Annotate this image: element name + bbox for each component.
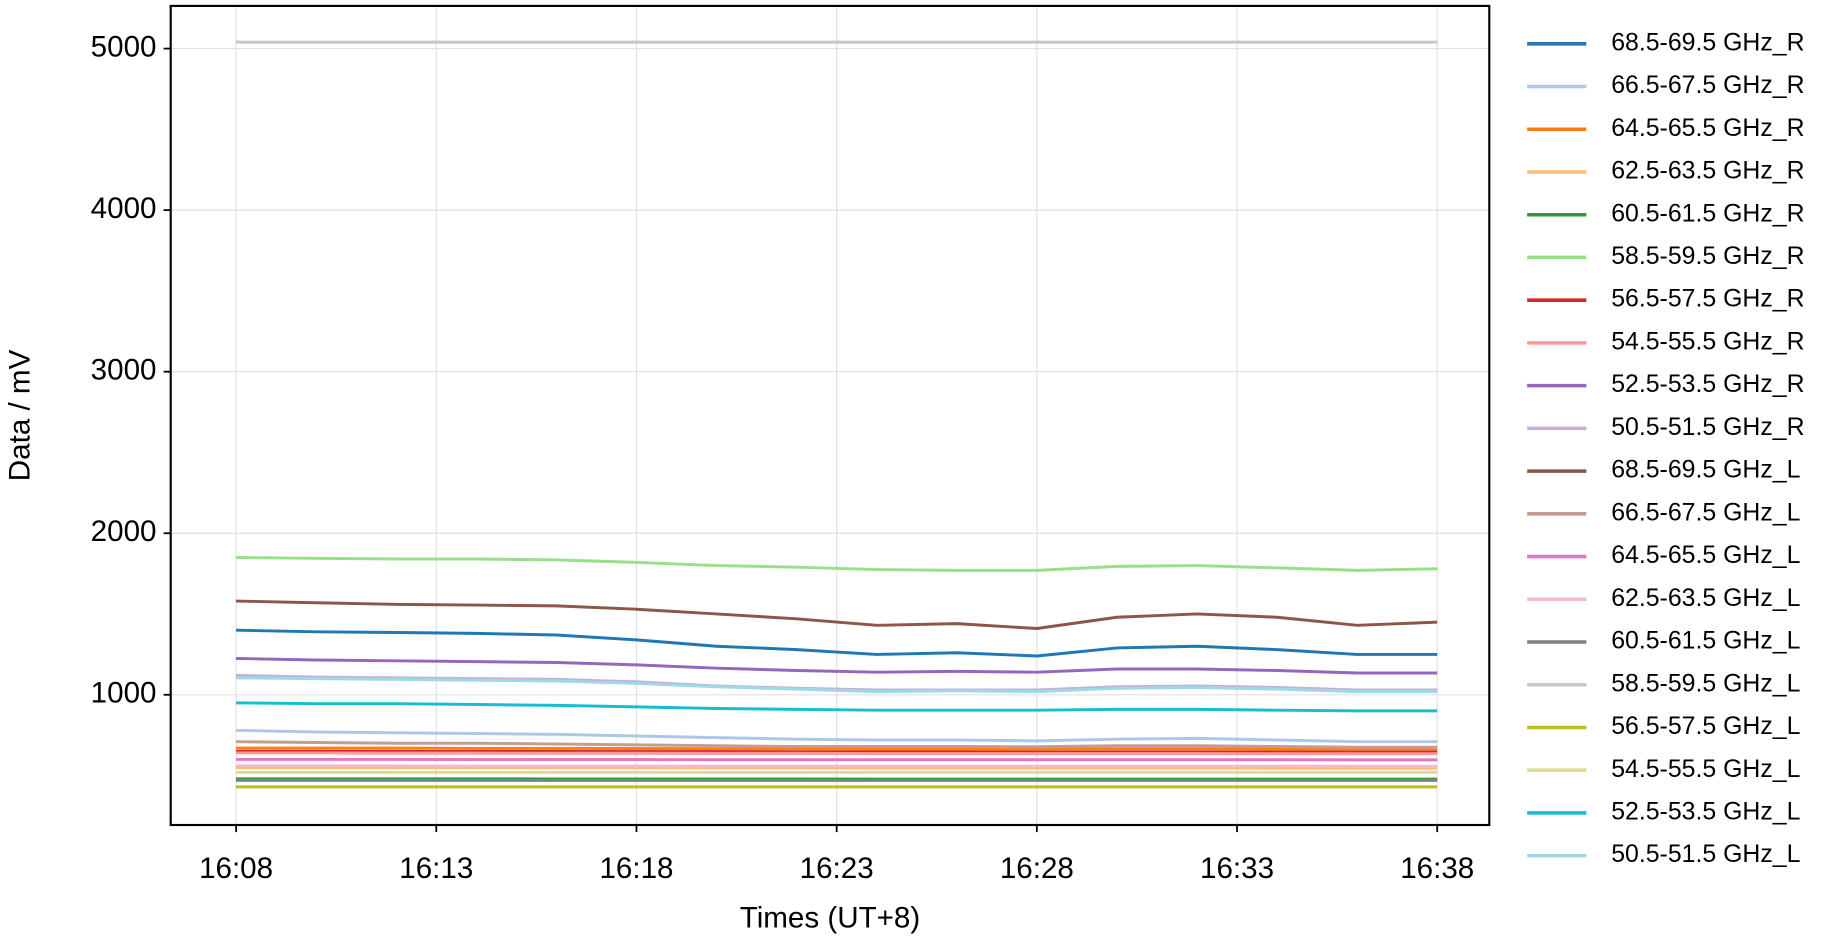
legend-label: 66.5-67.5 GHz_R: [1611, 72, 1804, 99]
legend-label: 64.5-65.5 GHz_L: [1611, 542, 1800, 569]
legend-label: 62.5-63.5 GHz_R: [1611, 158, 1804, 185]
legend-label: 50.5-51.5 GHz_L: [1611, 841, 1800, 868]
legend-label: 56.5-57.5 GHz_R: [1611, 286, 1804, 313]
series-line: [236, 656, 1438, 675]
legend-label: 66.5-67.5 GHz_L: [1611, 499, 1800, 526]
y-tick-label: 4000: [91, 192, 157, 225]
legend-label: 54.5-55.5 GHz_L: [1611, 756, 1800, 783]
series-line: [236, 751, 1438, 756]
series-line: [236, 628, 1438, 658]
x-axis-label: Times (UT+8): [740, 902, 921, 935]
legend-label: 54.5-55.5 GHz_R: [1611, 328, 1804, 355]
legend-label: 58.5-59.5 GHz_L: [1611, 670, 1800, 697]
y-tick-label: 1000: [91, 677, 157, 710]
legend-label: 52.5-53.5 GHz_L: [1611, 798, 1800, 825]
series-line: [236, 765, 1438, 770]
legend-label: 68.5-69.5 GHz_L: [1611, 457, 1800, 484]
legend-label: 64.5-65.5 GHz_R: [1611, 115, 1804, 142]
x-tick-label: 16:13: [399, 852, 473, 885]
x-tick-label: 16:28: [1000, 852, 1074, 885]
x-tick-label: 16:18: [599, 852, 673, 885]
legend-label: 58.5-59.5 GHz_R: [1611, 243, 1804, 270]
y-tick-label: 3000: [91, 353, 157, 386]
series-line: [236, 556, 1438, 572]
series-line: [236, 749, 1438, 754]
series-line: [236, 728, 1438, 744]
y-axis-label: Data / mV: [3, 349, 36, 481]
legend-label: 62.5-63.5 GHz_L: [1611, 585, 1800, 612]
series-line: [236, 746, 1438, 751]
series-line: [236, 599, 1438, 630]
legend-label: 68.5-69.5 GHz_R: [1611, 29, 1804, 56]
legend-label: 56.5-57.5 GHz_L: [1611, 713, 1800, 740]
legend-label: 52.5-53.5 GHz_R: [1611, 371, 1804, 398]
legend-label: 50.5-51.5 GHz_R: [1611, 414, 1804, 441]
y-tick-label: 5000: [91, 30, 157, 63]
legend-label: 60.5-61.5 GHz_R: [1611, 200, 1804, 227]
series-line: [236, 676, 1438, 694]
x-tick-label: 16:08: [199, 852, 273, 885]
series-line: [236, 740, 1438, 749]
plot-frame: [169, 4, 1491, 827]
y-tick-label: 2000: [91, 515, 157, 548]
legend-label: 60.5-61.5 GHz_L: [1611, 628, 1800, 655]
x-tick-label: 16:38: [1400, 852, 1474, 885]
x-tick-label: 16:33: [1200, 852, 1274, 885]
series-line: [236, 764, 1438, 768]
x-tick-label: 16:23: [800, 852, 874, 885]
series-line: [236, 701, 1438, 713]
